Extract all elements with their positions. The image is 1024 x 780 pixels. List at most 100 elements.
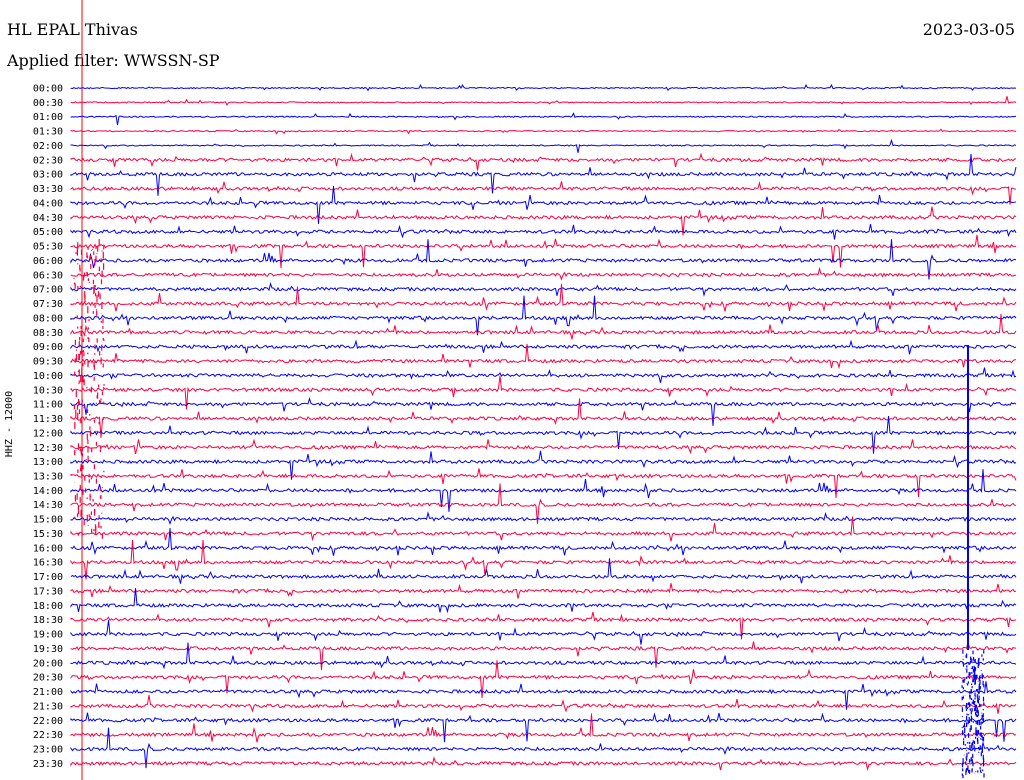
row-time-label: 13:30 — [33, 471, 63, 482]
trace-row — [70, 283, 1017, 312]
row-time-label: 00:00 — [33, 84, 63, 95]
trace-row — [70, 511, 1017, 526]
row-time-label: 14:00 — [33, 486, 63, 497]
trace-row — [70, 695, 1017, 714]
filter-label: Applied filter: WWSSN-SP — [7, 51, 220, 70]
trace-row — [70, 138, 1017, 153]
trace-row — [70, 468, 1017, 498]
row-time-label: 02:00 — [33, 141, 63, 152]
trace-row — [70, 112, 1017, 126]
trace-row — [70, 415, 1017, 454]
station-title: HL EPAL Thivas — [7, 20, 138, 39]
trace-row — [70, 281, 1017, 297]
row-time-label: 23:00 — [33, 745, 63, 756]
trace-row — [70, 375, 1017, 410]
trace-row — [70, 727, 1017, 769]
trace-row — [70, 583, 1017, 599]
trace-row — [70, 339, 1017, 355]
trace-row — [70, 266, 1017, 281]
trace-row — [70, 398, 1017, 438]
row-time-label: 21:00 — [33, 687, 63, 698]
seismic-event-burst — [961, 649, 985, 779]
trace-row — [70, 367, 1017, 383]
trace-row — [70, 234, 1016, 269]
row-time-label: 17:30 — [33, 586, 63, 597]
row-time-label: 05:00 — [33, 227, 63, 238]
row-time-label: 00:30 — [33, 98, 63, 109]
trace-row — [70, 558, 1017, 584]
row-time-label: 20:30 — [33, 673, 63, 684]
trace-row — [70, 756, 1017, 772]
row-time-label: 03:00 — [33, 170, 63, 181]
trace-row — [70, 96, 1017, 107]
row-time-label: 22:30 — [33, 730, 63, 741]
row-time-label: 18:00 — [33, 601, 63, 612]
row-time-label: 06:00 — [33, 256, 63, 267]
trace-row — [70, 611, 1017, 640]
row-time-label: 08:00 — [33, 313, 63, 324]
row-time-label: 03:30 — [33, 184, 63, 195]
row-time-label: 08:30 — [33, 328, 63, 339]
row-time-label: 01:30 — [33, 127, 63, 138]
row-time-label: 13:00 — [33, 457, 63, 468]
row-time-label: 19:00 — [33, 630, 63, 641]
row-time-label: 04:30 — [33, 213, 63, 224]
trace-row — [70, 450, 1017, 480]
row-time-label: 20:00 — [33, 658, 63, 669]
row-time-label: 17:00 — [33, 572, 63, 583]
trace-row — [70, 620, 1017, 645]
trace-row — [70, 343, 1016, 370]
trace-row — [70, 239, 1017, 280]
trace-row — [70, 528, 1017, 556]
trace-row — [70, 295, 1017, 336]
trace-row — [70, 681, 1017, 710]
row-time-label: 02:30 — [33, 155, 63, 166]
row-time-label: 11:30 — [33, 414, 63, 425]
trace-row — [70, 181, 1017, 205]
row-time-label: 21:30 — [33, 701, 63, 712]
trace-row — [70, 83, 1017, 92]
row-time-label: 10:00 — [33, 371, 63, 382]
row-time-label: 16:30 — [33, 558, 63, 569]
row-time-label: 01:00 — [33, 112, 63, 123]
trace-row — [70, 712, 1017, 743]
trace-row — [70, 206, 1017, 236]
trace-row — [70, 713, 1017, 743]
row-time-label: 14:30 — [33, 500, 63, 511]
trace-row — [70, 128, 1017, 135]
row-time-label: 07:00 — [33, 285, 63, 296]
row-time-label: 23:30 — [33, 759, 63, 770]
row-time-label: 11:00 — [33, 400, 63, 411]
row-time-label: 10:30 — [33, 385, 63, 396]
row-time-label: 18:30 — [33, 615, 63, 626]
trace-row — [70, 660, 1017, 699]
row-time-label: 15:00 — [33, 515, 63, 526]
trace-row — [70, 539, 1017, 580]
row-time-label: 05:30 — [33, 242, 63, 253]
row-time-label: 15:30 — [33, 529, 63, 540]
trace-row — [70, 469, 1017, 512]
row-time-label: 09:30 — [33, 357, 63, 368]
row-time-label: 07:30 — [33, 299, 63, 310]
row-time-label: 19:30 — [33, 644, 63, 655]
row-time-label: 09:00 — [33, 342, 63, 353]
trace-row — [70, 152, 1017, 171]
row-time-label: 16:00 — [33, 543, 63, 554]
trace-row — [70, 516, 1017, 542]
row-time-label: 06:30 — [33, 270, 63, 281]
trace-row — [70, 642, 1017, 670]
trace-row — [70, 438, 1017, 455]
trace-row — [70, 154, 1017, 196]
trace-row — [70, 641, 1017, 671]
trace-row — [70, 483, 1017, 524]
row-time-label: 12:30 — [33, 443, 63, 454]
trace-row — [70, 588, 1017, 614]
record-date: 2023-03-05 — [922, 20, 1015, 39]
trace-row — [70, 224, 1017, 240]
trace-row — [70, 313, 1017, 340]
row-time-label: 22:00 — [33, 716, 63, 727]
seismic-event-burst-left — [73, 239, 105, 539]
row-time-label: 04:00 — [33, 198, 63, 209]
trace-row — [70, 186, 1017, 224]
